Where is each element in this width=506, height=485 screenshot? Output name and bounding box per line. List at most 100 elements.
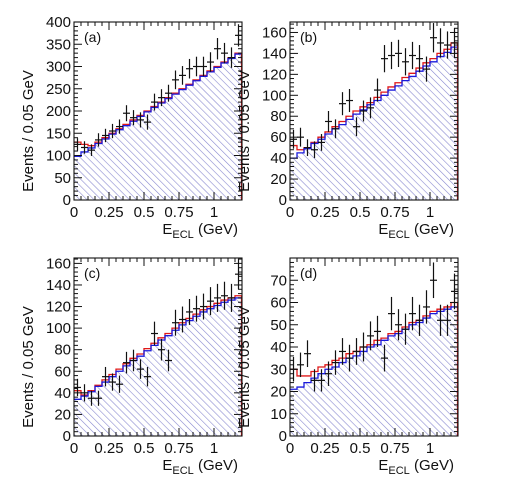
- data-point: [214, 283, 221, 312]
- y-tick-label: 250: [46, 81, 71, 98]
- panel-label: (c): [84, 265, 100, 281]
- data-point: [235, 259, 242, 290]
- data-point: [200, 293, 207, 320]
- data-point: [395, 309, 402, 341]
- panel-label: (b): [300, 29, 317, 45]
- x-axis-title: EECL (GeV): [378, 221, 454, 241]
- y-tick-label: 20: [54, 406, 71, 423]
- data-point: [451, 28, 458, 58]
- y-tick-label: 40: [270, 150, 287, 167]
- data-point: [130, 349, 137, 372]
- data-point: [374, 78, 381, 102]
- panel-label: (d): [300, 265, 317, 281]
- x-tick-label: 0.25: [94, 204, 123, 221]
- data-point: [388, 41, 395, 70]
- y-tick-label: 70: [270, 272, 287, 289]
- data-point: [116, 119, 123, 134]
- x-tick-label: 0.25: [310, 440, 339, 457]
- y-tick-label: 350: [46, 36, 71, 53]
- data-point: [214, 38, 221, 60]
- data-point: [416, 304, 423, 336]
- data-point: [88, 144, 95, 156]
- data-point: [123, 105, 130, 122]
- background-area: [74, 54, 242, 200]
- data-point: [74, 138, 81, 151]
- data-point: [374, 315, 381, 347]
- data-point: [311, 141, 318, 159]
- data-point: [381, 45, 388, 73]
- x-tick-label: 0.75: [164, 204, 193, 221]
- data-point: [318, 369, 325, 392]
- data-point: [346, 344, 353, 372]
- data-point: [186, 58, 193, 79]
- y-tick-label: 30: [270, 361, 287, 378]
- data-point: [325, 111, 332, 132]
- x-axis-title: EECL (GeV): [162, 221, 238, 241]
- data-point: [200, 56, 207, 77]
- data-point: [430, 262, 437, 299]
- data-point: [102, 128, 109, 143]
- y-tick-label: 80: [270, 108, 287, 125]
- data-point: [451, 273, 458, 310]
- data-point: [367, 321, 374, 351]
- data-point: [165, 84, 172, 102]
- data-point: [137, 112, 144, 128]
- y-tick-label: 140: [46, 277, 71, 294]
- data-point: [179, 306, 186, 333]
- data-point: [423, 56, 430, 82]
- data-point: [388, 296, 395, 331]
- x-tick-label: 0: [70, 440, 78, 457]
- data-point: [186, 298, 193, 325]
- data-point: [172, 309, 179, 336]
- data-point: [332, 119, 339, 139]
- data-point: [165, 349, 172, 372]
- data-point: [81, 384, 88, 402]
- data-point: [437, 304, 444, 336]
- data-point: [144, 366, 151, 387]
- background-histogram: [74, 297, 242, 400]
- x-axis-title: EECL (GeV): [162, 457, 238, 477]
- x-tick-label: 0.25: [310, 204, 339, 221]
- x-tick-label: 0.75: [164, 440, 193, 457]
- data-point: [444, 31, 451, 59]
- data-point: [360, 332, 367, 362]
- data-point: [151, 321, 158, 346]
- data-point: [423, 290, 430, 324]
- data-point: [221, 281, 228, 310]
- data-point: [95, 390, 102, 406]
- data-point: [297, 127, 304, 147]
- chart-panel-1: 0 0.25 0.5 0.75 1 0 20 40 60 80 100 120 140 160 (b) EEC…: [236, 21, 459, 241]
- y-tick-label: 20: [270, 384, 287, 401]
- data-point: [81, 141, 88, 154]
- y-tick-label: 40: [270, 339, 287, 356]
- background-area: [290, 47, 458, 200]
- data-point: [304, 340, 311, 368]
- data-point: [109, 123, 116, 139]
- x-tick-label: 0.5: [134, 440, 155, 457]
- x-tick-label: 0: [70, 204, 78, 221]
- data-point: [318, 134, 325, 151]
- data-point: [207, 52, 214, 72]
- data-point: [158, 338, 165, 361]
- data-point: [297, 352, 304, 378]
- data-point: [109, 373, 116, 391]
- y-tick-label: 20: [270, 171, 287, 188]
- y-axis-title: Events / 0.05 GeV: [20, 306, 37, 428]
- y-tick-label: 10: [270, 406, 287, 423]
- data-point: [332, 350, 339, 375]
- data-point: [409, 296, 416, 331]
- data-point: [353, 117, 360, 137]
- background-histogram: [290, 306, 458, 390]
- data-point: [137, 359, 144, 379]
- x-tick-label: 0.5: [350, 440, 371, 457]
- data-point: [402, 48, 409, 76]
- panel-label: (a): [84, 29, 101, 45]
- data-point: [158, 89, 165, 107]
- y-axis-title: Events / 0.05 GeV: [236, 306, 253, 428]
- data-point: [193, 56, 200, 77]
- x-tick-label: 1: [426, 204, 434, 221]
- y-tick-label: 100: [46, 320, 71, 337]
- chart-panel-0: 0 0.25 0.5 0.75 1 0 50 100 150 200 250 300 350 400 (a)…: [20, 14, 243, 241]
